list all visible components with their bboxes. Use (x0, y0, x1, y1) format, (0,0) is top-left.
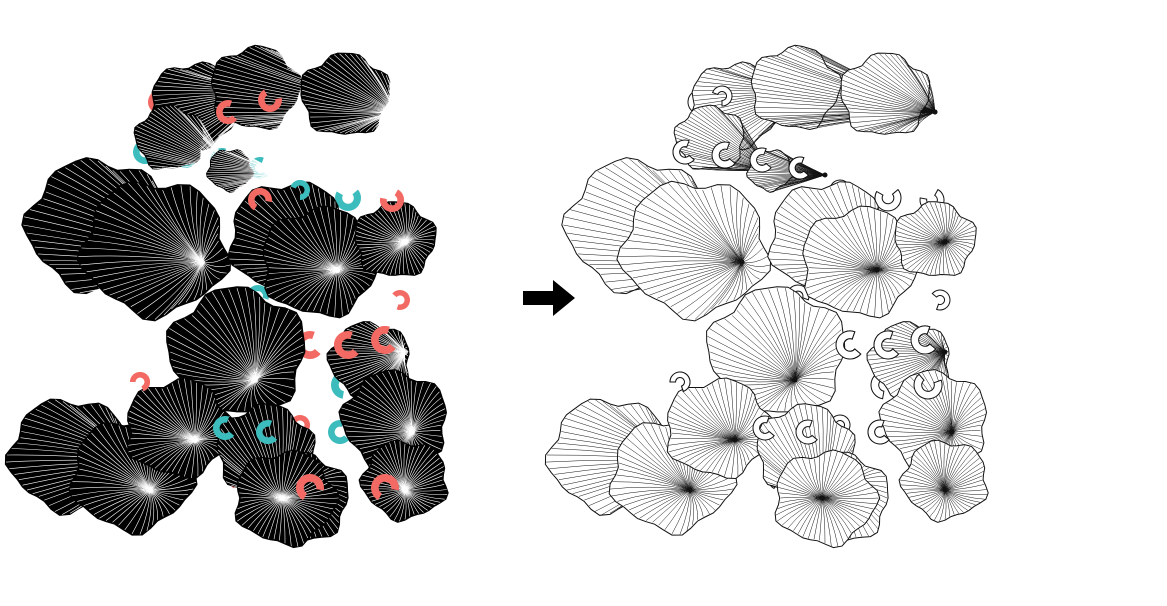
arc-segment (371, 325, 396, 354)
arc-segment (931, 289, 951, 311)
flower-shape (76, 180, 232, 322)
arc-segment (247, 187, 272, 211)
arc-segment (752, 415, 775, 441)
flower-shape (166, 286, 306, 414)
arc-segment (328, 419, 350, 444)
arc-segment (913, 373, 943, 400)
arc-segment (669, 371, 691, 393)
flower-shape (898, 439, 989, 523)
arc-segment (256, 419, 278, 444)
arc-segment (213, 415, 235, 440)
flower-shape (234, 449, 341, 549)
arc-segment (672, 139, 695, 165)
arc-segment (749, 147, 772, 173)
arc-segment (296, 473, 325, 501)
arc-segment (257, 89, 282, 113)
arc-segment (873, 330, 900, 360)
flower-shape (616, 180, 772, 322)
arc-segment (788, 156, 810, 180)
flower-shape (206, 149, 288, 193)
flower-shape (666, 377, 775, 480)
left-panel-filled-pattern (4, 44, 449, 549)
arc-segment (711, 85, 733, 107)
flower-shape (840, 52, 938, 135)
arc-segment (910, 325, 937, 355)
flower-shape (706, 286, 846, 414)
right-panel-line-art-pattern (544, 44, 989, 549)
arc-segment (130, 371, 150, 392)
arc-segment (835, 330, 862, 360)
flower-shape (354, 201, 437, 276)
arc-segment (711, 141, 736, 169)
arc-segment (335, 189, 362, 211)
arc-segment (795, 419, 818, 445)
flower-shape (358, 439, 449, 523)
arc-segment (874, 188, 902, 212)
arc-segment (371, 473, 400, 501)
arc-segment (334, 330, 359, 359)
flower-shape (894, 201, 977, 276)
arc-segment (380, 189, 405, 213)
flower-shape (300, 52, 398, 135)
flower-shape (774, 449, 881, 549)
arc-segment (867, 419, 890, 445)
arc-segment (216, 99, 238, 124)
flower-shape (802, 205, 924, 319)
flower-shape (746, 149, 828, 193)
right-arrow-icon (523, 280, 575, 316)
arc-segment (290, 180, 311, 201)
arc-segment (392, 289, 410, 310)
